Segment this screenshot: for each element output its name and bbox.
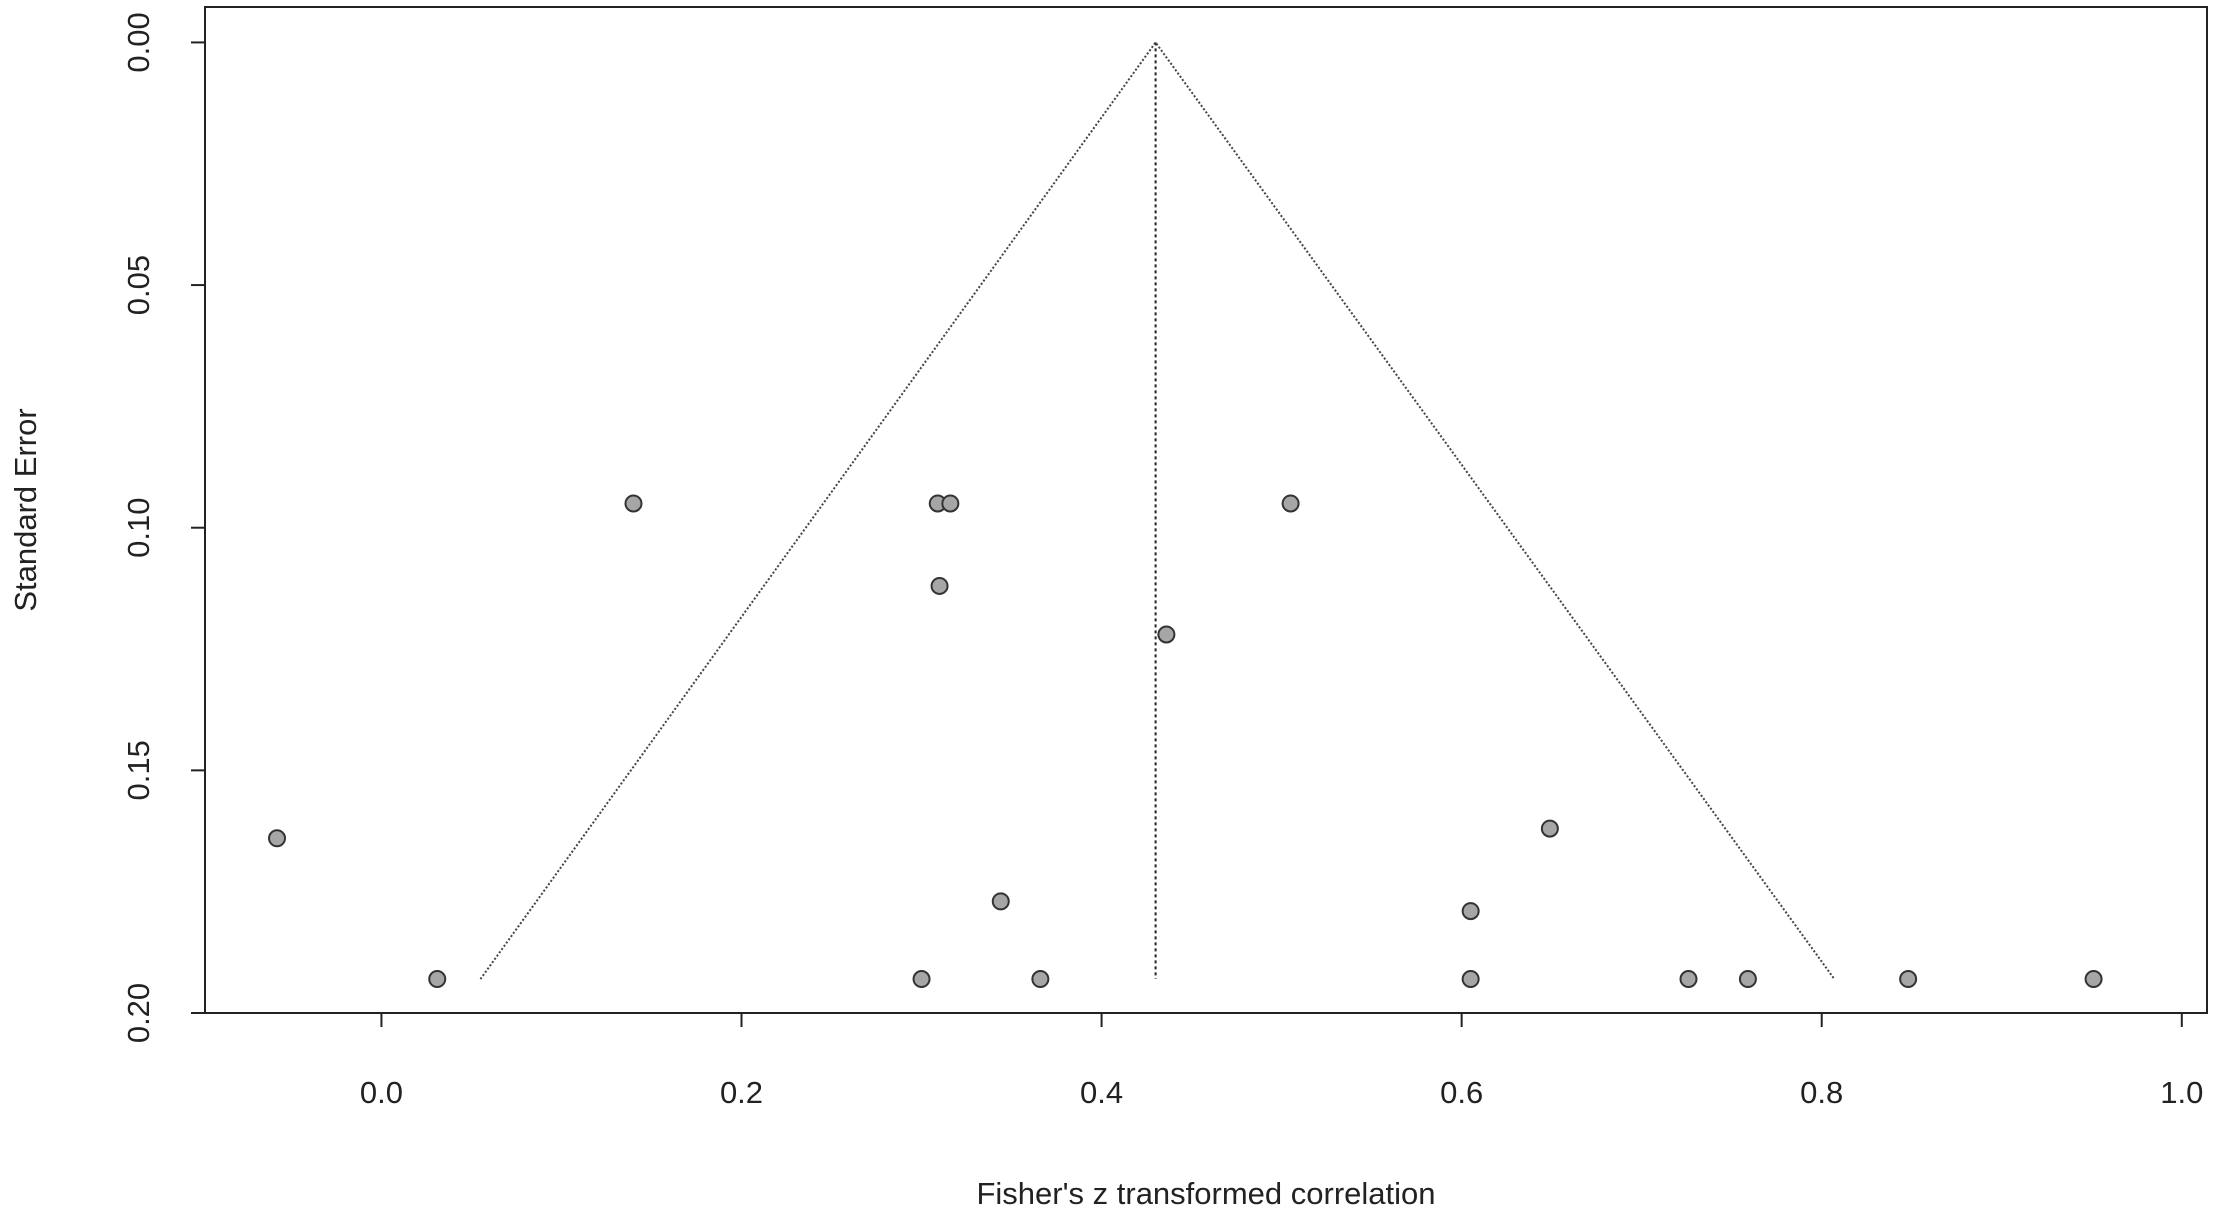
x-tick-label: 1.0 [2160, 1075, 2203, 1110]
x-tick-label: 0.8 [1800, 1075, 1843, 1110]
study-point [624, 494, 643, 513]
study-point [1461, 902, 1480, 921]
y-tick-label: 0.15 [121, 740, 156, 800]
study-point [1461, 970, 1480, 989]
study-point [912, 970, 931, 989]
plot-frame [204, 6, 2208, 1014]
study-point [1281, 494, 1300, 513]
study-point [930, 576, 949, 595]
x-axis-label: Fisher's z transformed correlation [976, 1176, 1435, 1211]
x-tick-label: 0.6 [1440, 1075, 1483, 1110]
study-point [1540, 819, 1559, 838]
study-point [1031, 970, 1050, 989]
x-tick-label: 0.2 [720, 1075, 763, 1110]
study-point [1157, 625, 1176, 644]
study-point [1738, 970, 1757, 989]
study-point [268, 829, 287, 848]
study-point [1899, 970, 1918, 989]
y-tick-label: 0.20 [121, 983, 156, 1043]
study-point [991, 892, 1010, 911]
y-tick-label: 0.10 [121, 498, 156, 558]
y-tick-label: 0.05 [121, 255, 156, 315]
x-tick-label: 0.0 [360, 1075, 403, 1110]
x-tick-label: 0.4 [1080, 1075, 1123, 1110]
study-point [1679, 970, 1698, 989]
funnel-line [479, 40, 1836, 980]
study-point [428, 970, 447, 989]
study-point [941, 494, 960, 513]
y-axis-label: Standard Error [8, 408, 43, 611]
study-point [2084, 970, 2103, 989]
y-tick-label: 0.00 [121, 12, 156, 72]
